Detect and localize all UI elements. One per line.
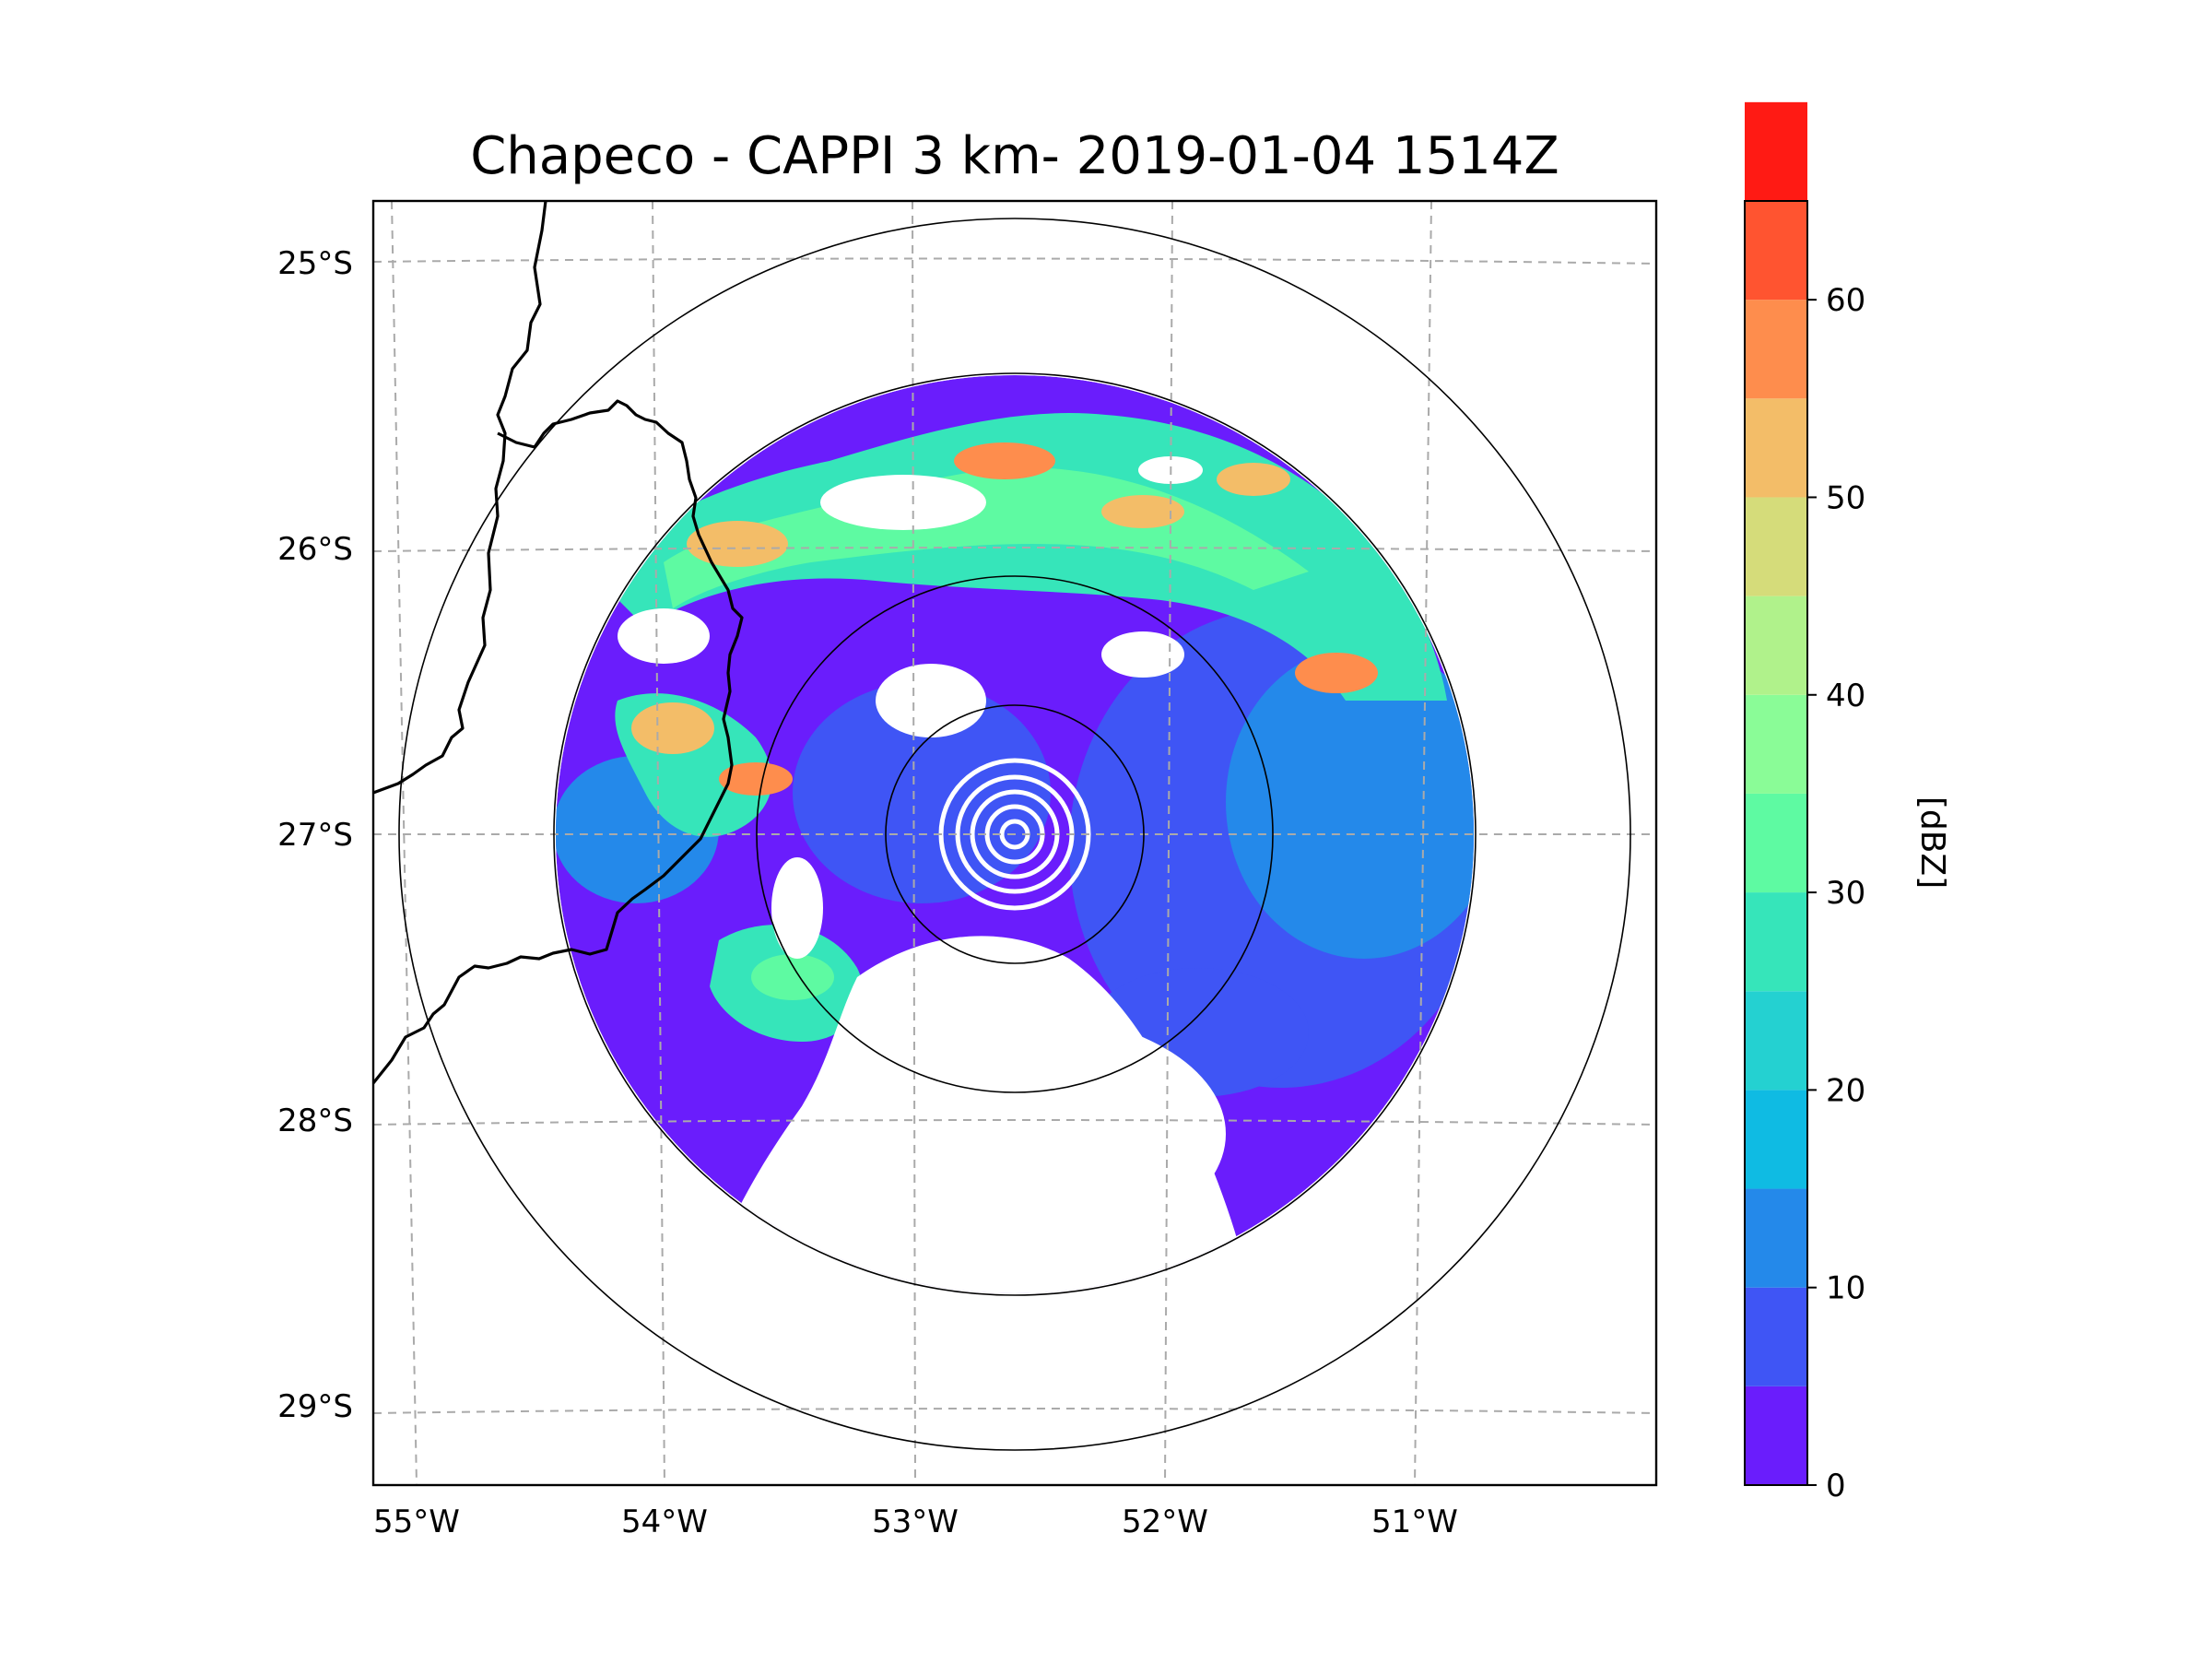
gridline-lon-55 [391, 201, 418, 1485]
colorbar-bin [1745, 1090, 1807, 1189]
colorbar-bin [1745, 1287, 1807, 1386]
no-echo-north-gap [820, 475, 986, 530]
no-echo-nw-gap [618, 608, 710, 664]
lat-tick-labels: 25°S 26°S 27°S 28°S 29°S [277, 245, 353, 1425]
echo-cell-n3 [1101, 495, 1184, 528]
colorbar-bin [1745, 398, 1807, 498]
echo-southwest-core [751, 954, 834, 1000]
range-ring-4 [398, 218, 1631, 1451]
echo-blue-center [793, 682, 1051, 903]
gridline-lon-53 [912, 201, 916, 1485]
echo-west-core [631, 702, 714, 754]
echo-west-core-2 [719, 762, 793, 796]
range-rings [398, 218, 1631, 1451]
echo-cell-n2 [954, 442, 1055, 479]
range-ring-3 [553, 372, 1477, 1296]
gridline-lat-25 [373, 257, 1656, 265]
lon-tick-label: 51°W [1371, 1504, 1458, 1540]
gridline-lat-29 [373, 1408, 1656, 1414]
lon-tick-label: 53°W [872, 1504, 959, 1540]
no-echo-south-2 [820, 1014, 1226, 1254]
range-ring-2 [756, 575, 1274, 1093]
colorbar-bin [1745, 101, 1807, 201]
chart-title: Chapeco - CAPPI 3 km- 2019-01-04 1514Z [470, 126, 1559, 186]
gridline-lon-51 [1414, 201, 1432, 1485]
lon-tick-labels: 55°W 54°W 53°W 52°W 51°W [373, 1504, 1458, 1540]
colorbar-bin [1745, 793, 1807, 893]
lon-tick-label: 55°W [373, 1504, 460, 1540]
range-ring-1 [885, 704, 1145, 964]
echo-cell-n4 [1217, 463, 1290, 496]
colorbar-tick-label: 20 [1826, 1072, 1865, 1109]
map-frame [371, 199, 1658, 1487]
colorbar-bin [1745, 497, 1807, 596]
political-borders [373, 201, 744, 1084]
colorbar-bin [1745, 991, 1807, 1091]
lon-tick-label: 52°W [1122, 1504, 1208, 1540]
border-argentina-brazil [373, 399, 744, 1084]
map-panel [373, 201, 1656, 1485]
colorbar: 0 10 20 30 40 50 60 [dBZ] [1744, 101, 1951, 1504]
lat-tick-label: 27°S [277, 817, 353, 854]
colorbar-ticks: 0 10 20 30 40 50 60 [1807, 282, 1865, 1504]
colorbar-bins [1745, 101, 1807, 1485]
colorbar-tick-label: 10 [1826, 1270, 1865, 1307]
echo-cell-n1 [687, 521, 788, 567]
colorbar-tick-label: 50 [1826, 479, 1865, 516]
gridline-lat-28 [373, 1119, 1656, 1126]
lat-tick-label: 26°S [277, 531, 353, 568]
echo-cell-ne [1295, 653, 1378, 693]
colorbar-bin [1745, 596, 1807, 695]
gridline-lon-54 [652, 201, 665, 1485]
colorbar-tick-label: 60 [1826, 282, 1865, 319]
colorbar-bin [1745, 892, 1807, 992]
echo-lightblue-east [1226, 645, 1474, 959]
lat-tick-label: 29°S [277, 1388, 353, 1425]
lon-tick-label: 54°W [621, 1504, 708, 1540]
gridline-lon-52 [1164, 201, 1173, 1485]
no-echo-east-gap [1101, 631, 1184, 678]
colorbar-label: [dBZ] [1913, 796, 1951, 889]
colorbar-bin [1745, 201, 1807, 301]
colorbar-tick-label: 0 [1826, 1468, 1846, 1504]
lat-tick-label: 25°S [277, 245, 353, 282]
colorbar-tick-label: 30 [1826, 875, 1865, 912]
colorbar-tick-label: 40 [1826, 678, 1865, 714]
no-echo-center-gap [876, 664, 986, 737]
no-echo-west-gap [771, 857, 823, 959]
gridline-lat-26 [373, 547, 1656, 552]
colorbar-bin [1745, 1188, 1807, 1288]
lat-tick-label: 28°S [277, 1103, 353, 1139]
colorbar-bin [1745, 1386, 1807, 1485]
gridlines [373, 201, 1656, 1485]
colorbar-bin [1745, 694, 1807, 794]
colorbar-bin [1745, 300, 1807, 399]
colorbar-frame [1744, 200, 1808, 1486]
border-paraguay-argentina [373, 201, 547, 795]
